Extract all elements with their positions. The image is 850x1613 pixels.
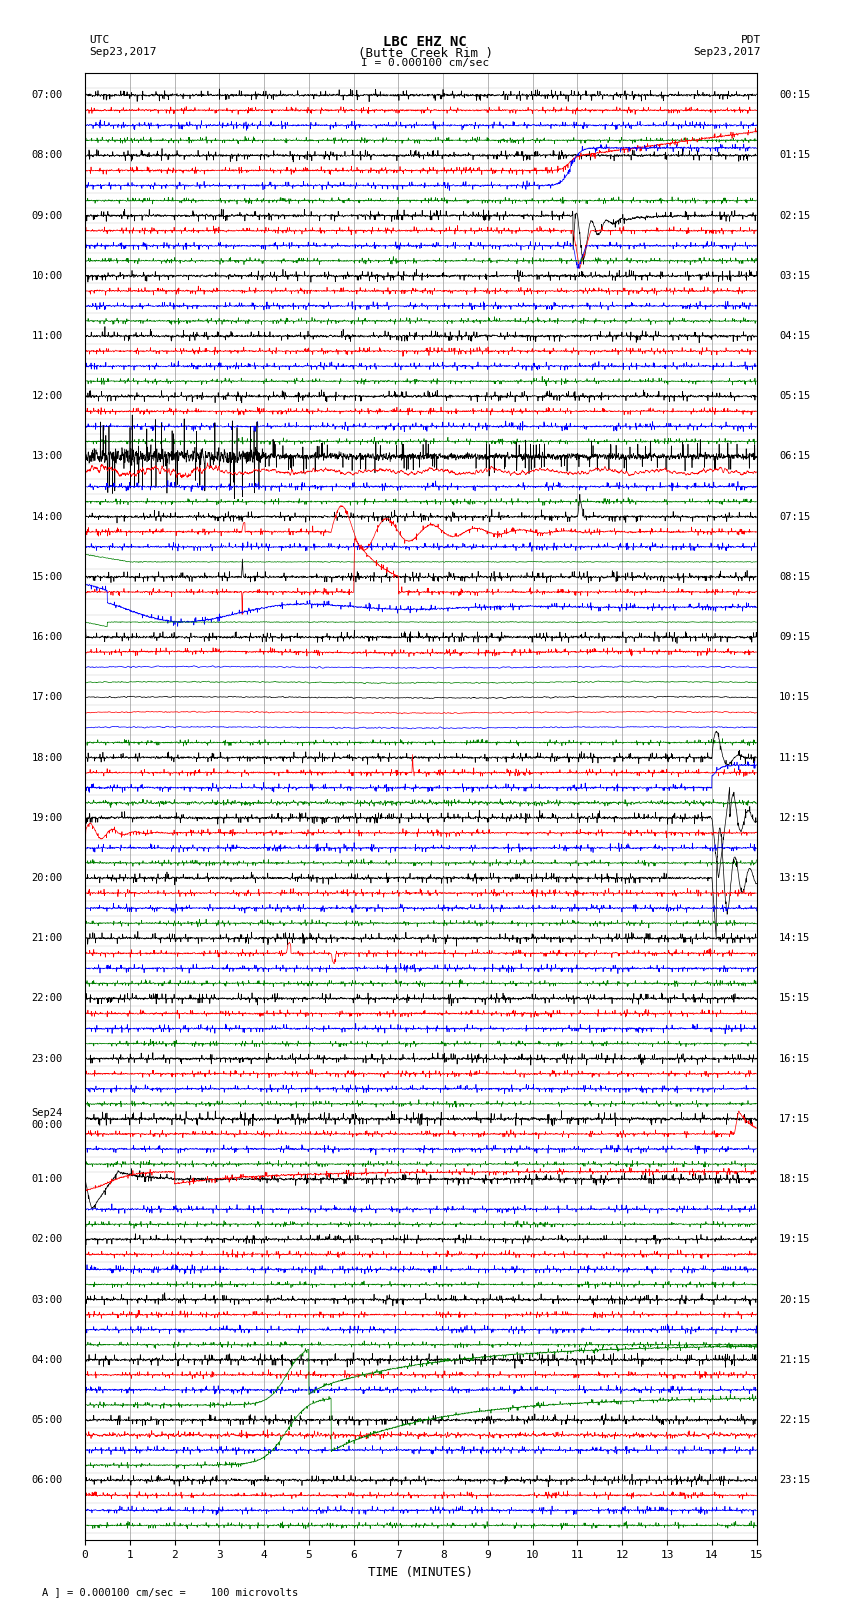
Text: 16:15: 16:15 [779,1053,810,1063]
Text: 01:15: 01:15 [779,150,810,160]
Text: 20:00: 20:00 [31,873,63,882]
Text: 10:00: 10:00 [31,271,63,281]
Text: 09:15: 09:15 [779,632,810,642]
Text: 15:00: 15:00 [31,573,63,582]
Text: 02:15: 02:15 [779,211,810,221]
Text: 21:15: 21:15 [779,1355,810,1365]
Text: 05:00: 05:00 [31,1415,63,1424]
Text: A ] = 0.000100 cm/sec =    100 microvolts: A ] = 0.000100 cm/sec = 100 microvolts [42,1587,298,1597]
Text: 03:00: 03:00 [31,1295,63,1305]
Text: Sep23,2017: Sep23,2017 [694,47,761,56]
Text: 17:00: 17:00 [31,692,63,702]
Text: 08:15: 08:15 [779,573,810,582]
Text: 01:00: 01:00 [31,1174,63,1184]
Text: 03:15: 03:15 [779,271,810,281]
Text: 07:15: 07:15 [779,511,810,521]
Text: Sep24
00:00: Sep24 00:00 [31,1108,63,1129]
Text: 13:00: 13:00 [31,452,63,461]
Text: 17:15: 17:15 [779,1115,810,1124]
Text: 14:15: 14:15 [779,934,810,944]
Text: 11:15: 11:15 [779,753,810,763]
Text: 16:00: 16:00 [31,632,63,642]
X-axis label: TIME (MINUTES): TIME (MINUTES) [368,1566,473,1579]
Text: 04:15: 04:15 [779,331,810,340]
Text: PDT: PDT [740,35,761,45]
Text: 07:00: 07:00 [31,90,63,100]
Text: 19:00: 19:00 [31,813,63,823]
Text: 11:00: 11:00 [31,331,63,340]
Text: LBC EHZ NC: LBC EHZ NC [383,35,467,50]
Text: 05:15: 05:15 [779,392,810,402]
Text: Sep23,2017: Sep23,2017 [89,47,156,56]
Text: 22:15: 22:15 [779,1415,810,1424]
Text: 19:15: 19:15 [779,1234,810,1244]
Text: I = 0.000100 cm/sec: I = 0.000100 cm/sec [361,58,489,68]
Text: 14:00: 14:00 [31,511,63,521]
Text: 02:00: 02:00 [31,1234,63,1244]
Text: 22:00: 22:00 [31,994,63,1003]
Text: 08:00: 08:00 [31,150,63,160]
Text: 18:15: 18:15 [779,1174,810,1184]
Text: (Butte Creek Rim ): (Butte Creek Rim ) [358,47,492,60]
Text: 06:00: 06:00 [31,1476,63,1486]
Text: UTC: UTC [89,35,110,45]
Text: 09:00: 09:00 [31,211,63,221]
Text: 20:15: 20:15 [779,1295,810,1305]
Text: 15:15: 15:15 [779,994,810,1003]
Text: 18:00: 18:00 [31,753,63,763]
Text: 23:15: 23:15 [779,1476,810,1486]
Text: 06:15: 06:15 [779,452,810,461]
Text: 00:15: 00:15 [779,90,810,100]
Text: 23:00: 23:00 [31,1053,63,1063]
Text: 04:00: 04:00 [31,1355,63,1365]
Text: 12:00: 12:00 [31,392,63,402]
Text: 10:15: 10:15 [779,692,810,702]
Text: 13:15: 13:15 [779,873,810,882]
Text: 21:00: 21:00 [31,934,63,944]
Text: 12:15: 12:15 [779,813,810,823]
